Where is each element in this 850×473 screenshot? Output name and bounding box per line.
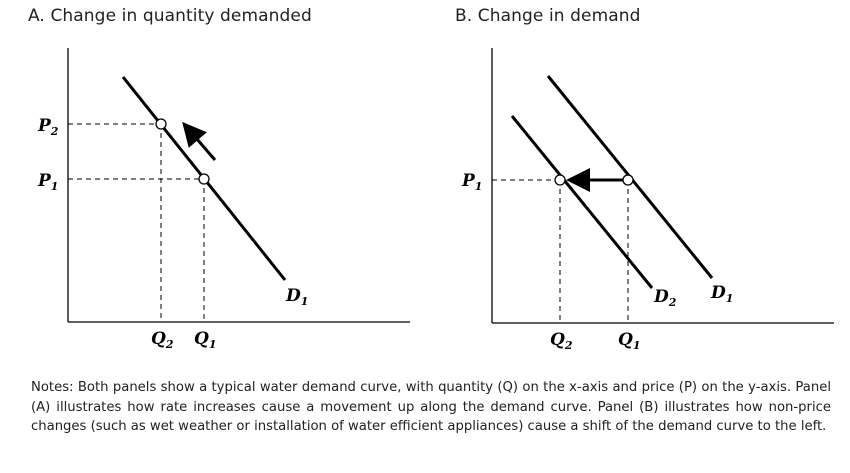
panel-a-p1-label: P1: [37, 171, 58, 193]
panel-a-p2-label: P2: [37, 116, 59, 138]
panel-a-curve-label: D1: [285, 286, 308, 308]
panel-b-p1-label: P1: [461, 171, 482, 193]
panel-a-movement-arrow: [182, 121, 217, 161]
panel-b-point-q1: [622, 174, 634, 186]
panel-a-title: A. Change in quantity demanded: [28, 6, 312, 26]
panel-a-point-p1q1: [198, 173, 210, 185]
panel-b-demand-curve-d2: [510, 115, 654, 289]
panel-b: P1 Q2 Q1 D2 D1: [461, 48, 834, 352]
panel-a: P2 P1 Q2 Q1 D1: [37, 48, 410, 351]
panel-b-q1-label: Q1: [618, 330, 640, 352]
panel-a-point-p2q2: [155, 118, 167, 130]
panel-a-q2-label: Q2: [151, 329, 174, 351]
panel-b-q2-label: Q2: [550, 330, 573, 352]
notes-paragraph: Notes: Both panels show a typical water …: [31, 380, 831, 434]
panel-b-title: B. Change in demand: [455, 6, 641, 26]
panel-b-point-q2: [554, 174, 566, 186]
panel-a-q1-label: Q1: [194, 329, 216, 351]
panel-b-curve-d1-label: D1: [710, 283, 733, 305]
panel-b-curve-d2-label: D2: [653, 287, 677, 309]
